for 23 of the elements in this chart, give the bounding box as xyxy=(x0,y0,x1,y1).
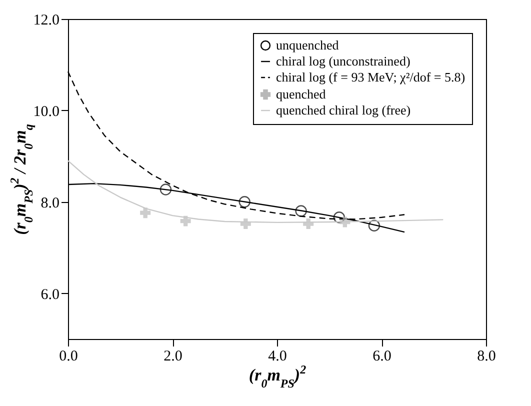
x-axis-title: (r$_{0}$m$_{PS}$)$^{2}$ xyxy=(248,362,306,390)
legend-label: chiral log (f = 93 MeV; χ²/dof = 5.8) xyxy=(276,70,466,84)
point xyxy=(238,196,250,208)
x-tick-label: 4.0 xyxy=(268,348,287,364)
y-tick-label: 12.0 xyxy=(33,12,60,28)
line-series xyxy=(67,160,444,224)
legend-label: unquenched xyxy=(276,38,340,52)
point xyxy=(295,205,307,217)
x-tick-label: 6.0 xyxy=(372,348,392,364)
point xyxy=(368,220,380,232)
y-tick-label: 10.0 xyxy=(33,104,60,120)
point xyxy=(333,212,346,224)
point xyxy=(180,216,191,226)
x-tick-label: 0.0 xyxy=(59,348,78,364)
x-tick-label: 8.0 xyxy=(477,348,496,364)
x-tick-label: 2.0 xyxy=(164,348,182,364)
point xyxy=(140,208,151,218)
legend-label: chiral log (unconstrained) xyxy=(276,54,410,68)
y-tick-label: 8.0 xyxy=(40,195,60,212)
legend-label: quenched chiral log (free) xyxy=(276,102,411,118)
y-tick-label: 6.0 xyxy=(40,286,60,303)
legend-label: quenched xyxy=(276,86,326,102)
point xyxy=(160,184,172,196)
